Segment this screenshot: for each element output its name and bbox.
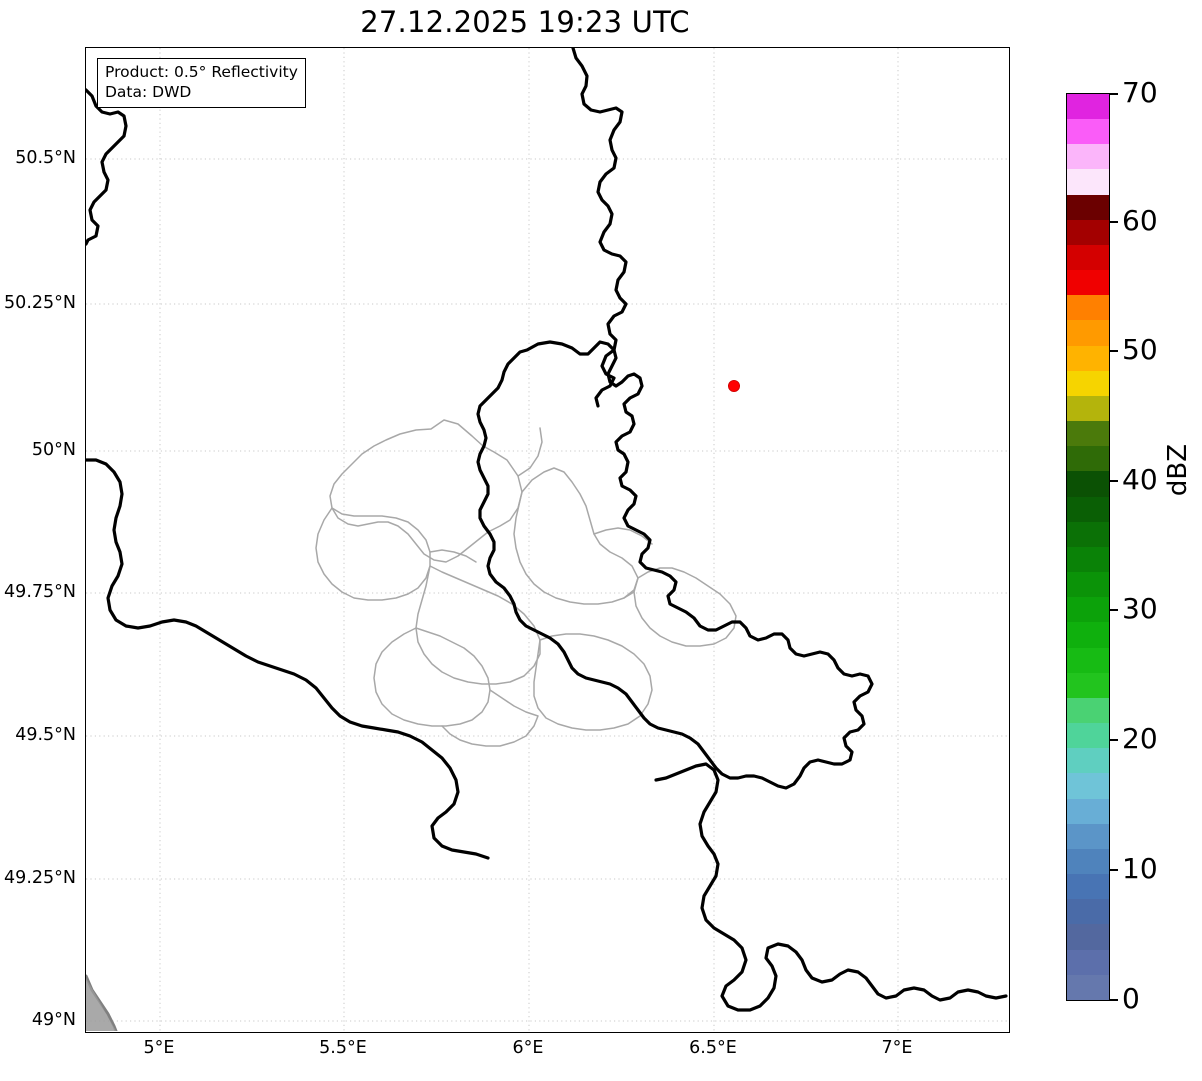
colorbar[interactable] (1066, 93, 1110, 1001)
colorbar-band-29 (1067, 244, 1109, 271)
colorbar-tickmark-60 (1110, 221, 1118, 223)
colorbar-band-17 (1067, 546, 1109, 573)
colorbar-band-4 (1067, 874, 1109, 900)
colorbar-band-26 (1067, 320, 1109, 346)
colorbar-band-14 (1067, 622, 1109, 648)
colorbar-band-16 (1067, 572, 1109, 598)
y-tick-label-49-25: 49.25°N (4, 868, 76, 888)
colorbar-tick-label-30: 30 (1122, 592, 1158, 625)
colorbar-band-21 (1067, 446, 1109, 472)
colorbar-band-20 (1067, 471, 1109, 497)
grid-lines (86, 48, 1008, 1031)
colorbar-tick-label-70: 70 (1122, 76, 1158, 109)
x-tick-label-6: 6°E (512, 1038, 544, 1058)
colorbar-band-2 (1067, 924, 1109, 950)
colorbar-tickmark-0 (1110, 999, 1118, 1001)
colorbar-band-10 (1067, 723, 1109, 749)
colorbar-band-13 (1067, 647, 1109, 673)
colorbar-band-28 (1067, 270, 1109, 296)
map-vector-layer (86, 48, 1008, 1031)
subnational-boundaries (315, 419, 737, 747)
colorbar-band-27 (1067, 295, 1109, 321)
colorbar-band-1 (1067, 949, 1109, 975)
colorbar-band-9 (1067, 748, 1109, 774)
product-info-box: Product: 0.5° Reflectivity Data: DWD (97, 58, 306, 108)
colorbar-tick-label-60: 60 (1122, 204, 1158, 237)
colorbar-band-32 (1067, 169, 1109, 195)
y-tick-label-50: 50°N (31, 440, 76, 460)
product-line: Product: 0.5° Reflectivity (105, 63, 298, 81)
colorbar-band-23 (1067, 395, 1109, 422)
page-title: 27.12.2025 19:23 UTC (360, 5, 690, 39)
radar-station-marker (728, 379, 741, 392)
x-tick-label-7: 7°E (881, 1038, 913, 1058)
colorbar-band-8 (1067, 773, 1109, 799)
colorbar-band-6 (1067, 823, 1109, 849)
y-tick-label-49: 49°N (31, 1010, 76, 1030)
colorbar-tick-label-10: 10 (1122, 852, 1158, 885)
colorbar-tickmark-30 (1110, 609, 1118, 611)
colorbar-tick-label-0: 0 (1122, 982, 1140, 1015)
y-tick-label-49-75: 49.75°N (4, 582, 76, 602)
colorbar-band-35 (1067, 93, 1109, 119)
x-tick-label-5-5: 5.5°E (319, 1038, 367, 1058)
colorbar-tick-label-20: 20 (1122, 722, 1158, 755)
colorbar-band-25 (1067, 345, 1109, 371)
colorbar-band-3 (1067, 899, 1109, 925)
colorbar-band-33 (1067, 144, 1109, 170)
x-tick-label-6-5: 6.5°E (689, 1038, 737, 1058)
colorbar-tickmark-10 (1110, 869, 1118, 871)
colorbar-tickmark-20 (1110, 739, 1118, 741)
map-plot-area[interactable]: Product: 0.5° Reflectivity Data: DWD (85, 47, 1010, 1033)
y-tick-label-49-5: 49.5°N (15, 725, 76, 745)
colorbar-band-5 (1067, 848, 1109, 875)
colorbar-tickmark-70 (1110, 93, 1118, 95)
colorbar-tickmark-40 (1110, 480, 1118, 482)
colorbar-band-11 (1067, 697, 1109, 724)
colorbar-tick-label-40: 40 (1122, 463, 1158, 496)
colorbar-band-34 (1067, 118, 1109, 145)
y-tick-label-50-25: 50.25°N (4, 293, 76, 313)
national-borders (86, 48, 1008, 1031)
x-tick-label-5: 5°E (143, 1038, 175, 1058)
colorbar-tickmark-50 (1110, 350, 1118, 352)
colorbar-band-7 (1067, 798, 1109, 824)
colorbar-tick-label-50: 50 (1122, 333, 1158, 366)
colorbar-band-0 (1067, 974, 1109, 1000)
colorbar-band-31 (1067, 194, 1109, 220)
colorbar-band-18 (1067, 521, 1109, 547)
colorbar-band-19 (1067, 496, 1109, 522)
y-tick-label-50-5: 50.5°N (15, 148, 76, 168)
colorbar-band-30 (1067, 219, 1109, 245)
data-source-line: Data: DWD (105, 82, 192, 101)
colorbar-band-12 (1067, 672, 1109, 698)
colorbar-axis-label: dBZ (1163, 443, 1194, 497)
colorbar-band-24 (1067, 370, 1109, 396)
colorbar-band-15 (1067, 597, 1109, 623)
colorbar-band-22 (1067, 421, 1109, 447)
